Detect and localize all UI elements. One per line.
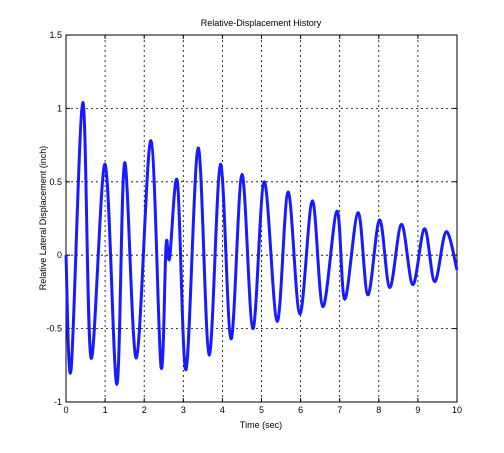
y-tick-label: 0.5 xyxy=(49,177,62,187)
x-tick-label: 8 xyxy=(376,405,381,415)
x-tick-label: 3 xyxy=(181,405,186,415)
x-tick-label: 0 xyxy=(63,405,68,415)
x-tick-label: 2 xyxy=(142,405,147,415)
x-tick-label: 6 xyxy=(298,405,303,415)
plot-frame xyxy=(65,34,458,403)
x-tick-label: 7 xyxy=(337,405,342,415)
y-tick-label: 1 xyxy=(57,103,62,113)
x-tick-label: 10 xyxy=(452,405,462,415)
y-tick-label: -1 xyxy=(54,397,62,407)
chart-title: Relative-Displacement History xyxy=(201,18,322,28)
x-tick-label: 4 xyxy=(220,405,225,415)
x-tick-label: 1 xyxy=(103,405,108,415)
x-tick-label: 9 xyxy=(415,405,420,415)
x-axis-label: Time (sec) xyxy=(240,420,282,430)
x-tick-label: 5 xyxy=(259,405,264,415)
y-tick-label: 0 xyxy=(57,250,62,260)
y-tick-label: 1.5 xyxy=(49,30,62,40)
y-tick-label: -0.5 xyxy=(46,324,62,334)
data-line xyxy=(64,101,459,386)
y-axis-label: Relative Lateral Displacement (inch) xyxy=(38,146,48,291)
